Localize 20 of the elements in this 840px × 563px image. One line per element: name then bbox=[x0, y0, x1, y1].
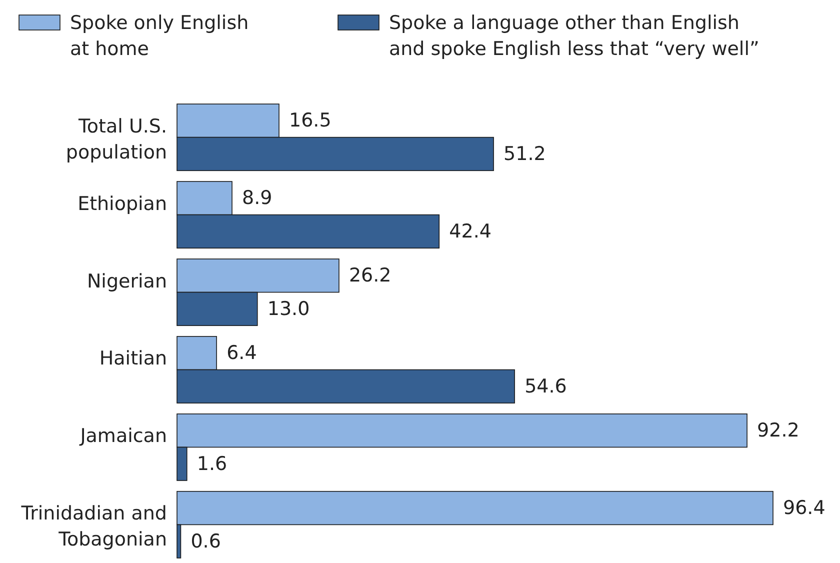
data-label: 54.6 bbox=[524, 375, 567, 398]
data-label: 0.6 bbox=[190, 530, 221, 552]
data-label: 16.5 bbox=[289, 110, 332, 132]
data-label: 96.4 bbox=[783, 497, 826, 520]
y-tick-label: Haitian bbox=[99, 348, 167, 370]
y-tick-label: Trinidadian and Tobagonian bbox=[20, 502, 167, 551]
y-tick-label: Jamaican bbox=[79, 425, 167, 448]
legend-label: Spoke only English at home bbox=[70, 12, 249, 60]
y-tick-label: Nigerian bbox=[86, 270, 167, 292]
y-tick-label: Total U.S. population bbox=[66, 115, 167, 164]
data-label: 6.4 bbox=[226, 342, 257, 364]
data-label: 51.2 bbox=[504, 142, 546, 165]
legend-label: Spoke a language other than English and spoke English less that “very well” bbox=[389, 12, 760, 60]
data-label: 26.2 bbox=[348, 264, 392, 287]
data-label: 1.6 bbox=[196, 452, 228, 475]
data-label: 13.0 bbox=[267, 298, 310, 320]
data-label: 92.2 bbox=[757, 420, 800, 442]
data-label: 8.9 bbox=[242, 187, 272, 210]
data-label: 42.4 bbox=[449, 220, 492, 242]
y-tick-label: Ethiopian bbox=[78, 192, 167, 215]
